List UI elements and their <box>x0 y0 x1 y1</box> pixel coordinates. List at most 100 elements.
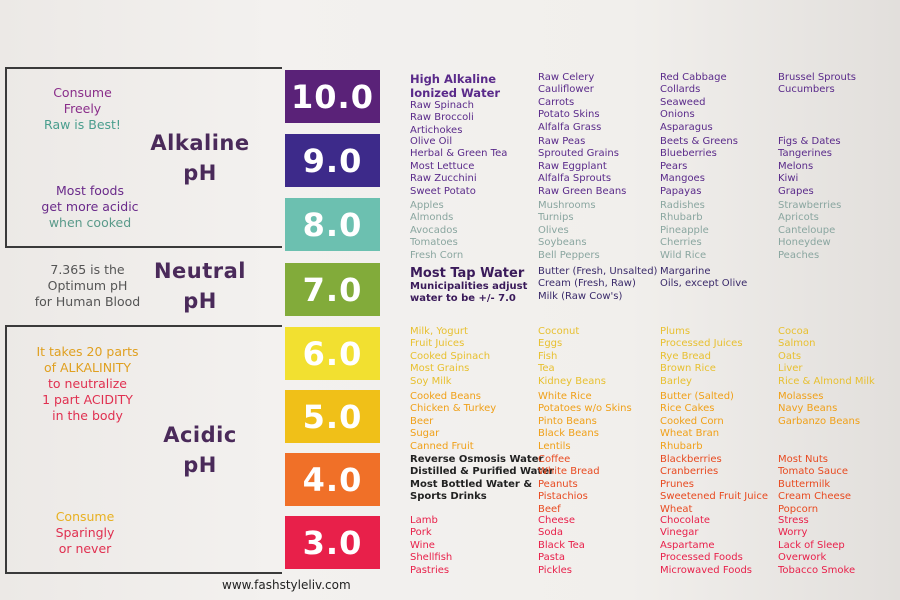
ph-box-9-0: 9.0 <box>285 134 380 187</box>
note5-line: Sparingly <box>55 525 115 540</box>
food-column: Coffee White Bread Peanuts Pistachios Beef <box>538 454 600 516</box>
food-item: Oils, except Olive <box>660 278 748 290</box>
food-item: Collards <box>660 84 701 96</box>
note1-line: Raw is Best! <box>44 117 121 132</box>
note4-line: 1 part ACIDITY <box>42 392 133 407</box>
note4-line: in the body <box>52 408 123 423</box>
food-item: Processed Foods <box>660 552 743 564</box>
food-item: Strawberries <box>778 200 842 211</box>
note5-line: Consume <box>55 509 115 524</box>
food-item: Cucumbers <box>778 84 835 96</box>
food-item: Eggs <box>538 338 563 350</box>
food-item: Salmon <box>778 338 816 350</box>
footer-url: www.fashstyleliv.com <box>222 578 351 592</box>
food-item: Ionized Water <box>410 86 501 100</box>
ph-box-8-0: 8.0 <box>285 198 380 251</box>
food-item: Prunes <box>660 478 695 490</box>
food-item: Coconut <box>538 326 580 337</box>
food-item: water to be +/- 7.0 <box>410 293 516 305</box>
food-column: Mushrooms Turnips Olives Soybeans Bell Peppe… <box>538 200 600 262</box>
food-item: Alfalfa Grass <box>538 121 602 133</box>
food-item: Soda <box>538 527 563 539</box>
food-column: Chocolate Vinegar Aspartame Processed Foods… <box>660 515 752 577</box>
food-item: Asparagus <box>660 121 713 133</box>
food-column: Margarine Oils, except Olive <box>660 266 747 291</box>
food-item: Aspartame <box>660 539 715 551</box>
ph-box-6-0: 6.0 <box>285 327 380 380</box>
ph-box-10-0: 10.0 <box>285 70 380 123</box>
food-item: Most Bottled Water & <box>410 478 533 490</box>
note2-line: get more acidic <box>41 199 139 214</box>
blood-ph-note: 7.365 is the Optimum pH for Human Blood <box>25 262 150 310</box>
ph-box-4-0: 4.0 <box>285 453 380 506</box>
note3-line: 7.365 is the <box>50 262 125 277</box>
note3-line: Optimum pH <box>47 278 128 293</box>
alkaline-title: Alkaline pH <box>140 128 260 188</box>
food-item: Pasta <box>538 552 565 564</box>
food-column: Reverse Osmosis Water Distilled & Purifie… <box>410 454 554 504</box>
food-item: Raw Spinach <box>410 100 474 111</box>
food-item: Radishes <box>660 200 705 211</box>
food-item: Lack of Sleep <box>778 539 845 551</box>
food-column: Butter (Salted) Rice Cakes Cooked Corn Whea… <box>660 391 734 453</box>
food-column: Butter (Fresh, Unsalted) Cream (Fresh, Ra… <box>538 266 657 303</box>
food-item: Herbal & Green Tea <box>410 148 508 160</box>
food-item: Black Tea <box>538 539 585 551</box>
food-item: Beer <box>410 415 434 427</box>
food-item: Navy Beans <box>778 403 838 415</box>
food-item: Chocolate <box>660 515 711 526</box>
food-item: Lentils <box>538 440 571 452</box>
food-item: Buttermilk <box>778 478 831 490</box>
note1-line: Freely <box>63 101 102 116</box>
note1-line: Consume <box>53 85 112 100</box>
food-item: Brown Rice <box>660 363 716 375</box>
food-item: Raw Broccoli <box>410 112 474 124</box>
food-item: Popcorn <box>778 503 819 515</box>
food-item: Kidney Beans <box>538 375 606 387</box>
food-item: Wine <box>410 539 435 551</box>
acidic-title-line: Acidic <box>163 423 237 447</box>
alkaline-bracket <box>5 67 282 248</box>
food-item: Cream Cheese <box>778 491 852 503</box>
food-item: High Alkaline <box>410 72 497 86</box>
food-item: Cheese <box>538 515 575 526</box>
neutral-title: Neutral pH <box>145 256 255 316</box>
food-item: Sports Drinks <box>410 491 487 503</box>
food-item: Grapes <box>778 185 814 197</box>
food-column: Radishes Rhubarb Pineapple Cherries Wild Ric… <box>660 200 709 262</box>
food-item: Wheat <box>660 503 693 515</box>
food-item: Bell Peppers <box>538 249 600 261</box>
note2-line: Most foods <box>56 183 124 198</box>
food-item: Rice Cakes <box>660 403 715 415</box>
food-item: Plums <box>660 326 691 337</box>
food-item: Cauliflower <box>538 84 594 96</box>
acidic-ph-line: pH <box>183 453 217 477</box>
food-item: Overwork <box>778 552 827 564</box>
food-item: Apricots <box>778 212 819 224</box>
alkaline-ph-line: pH <box>183 161 217 185</box>
food-column: Brussel Sprouts Cucumbers <box>778 72 856 97</box>
food-item: Almonds <box>410 212 454 224</box>
neutral-title-line: Neutral <box>153 259 247 283</box>
food-item: Beef <box>538 503 561 515</box>
note4-line: It takes 20 parts <box>36 344 139 359</box>
food-item: Sprouted Grains <box>538 148 619 160</box>
food-item: Worry <box>778 527 808 539</box>
food-item: Mushrooms <box>538 200 596 211</box>
food-column: High Alkaline Ionized Water Raw Spinach Raw… <box>410 72 500 137</box>
food-item: Seaweed <box>660 96 706 108</box>
food-column: Lamb Pork Wine Shellfish Pastries <box>410 515 452 577</box>
food-item: Papayas <box>660 185 702 197</box>
food-column: Cheese Soda Black Tea Pasta Pickles <box>538 515 585 577</box>
food-item: Fruit Juices <box>410 338 465 350</box>
food-column: Beets & Greens Blueberries Pears Mangoes Pap… <box>660 136 738 198</box>
food-item: Blueberries <box>660 148 717 160</box>
food-item: Barley <box>660 375 692 387</box>
food-item: White Rice <box>538 391 592 402</box>
food-column: Coconut Eggs Fish Tea Kidney Beans <box>538 326 606 388</box>
food-column: Figs & Dates Tangerines Melons Kiwi Grapes <box>778 136 841 198</box>
note4-line: to neutralize <box>48 376 127 391</box>
food-item: Melons <box>778 160 814 172</box>
food-item: Brussel Sprouts <box>778 72 857 83</box>
food-item: Rhubarb <box>660 440 703 452</box>
